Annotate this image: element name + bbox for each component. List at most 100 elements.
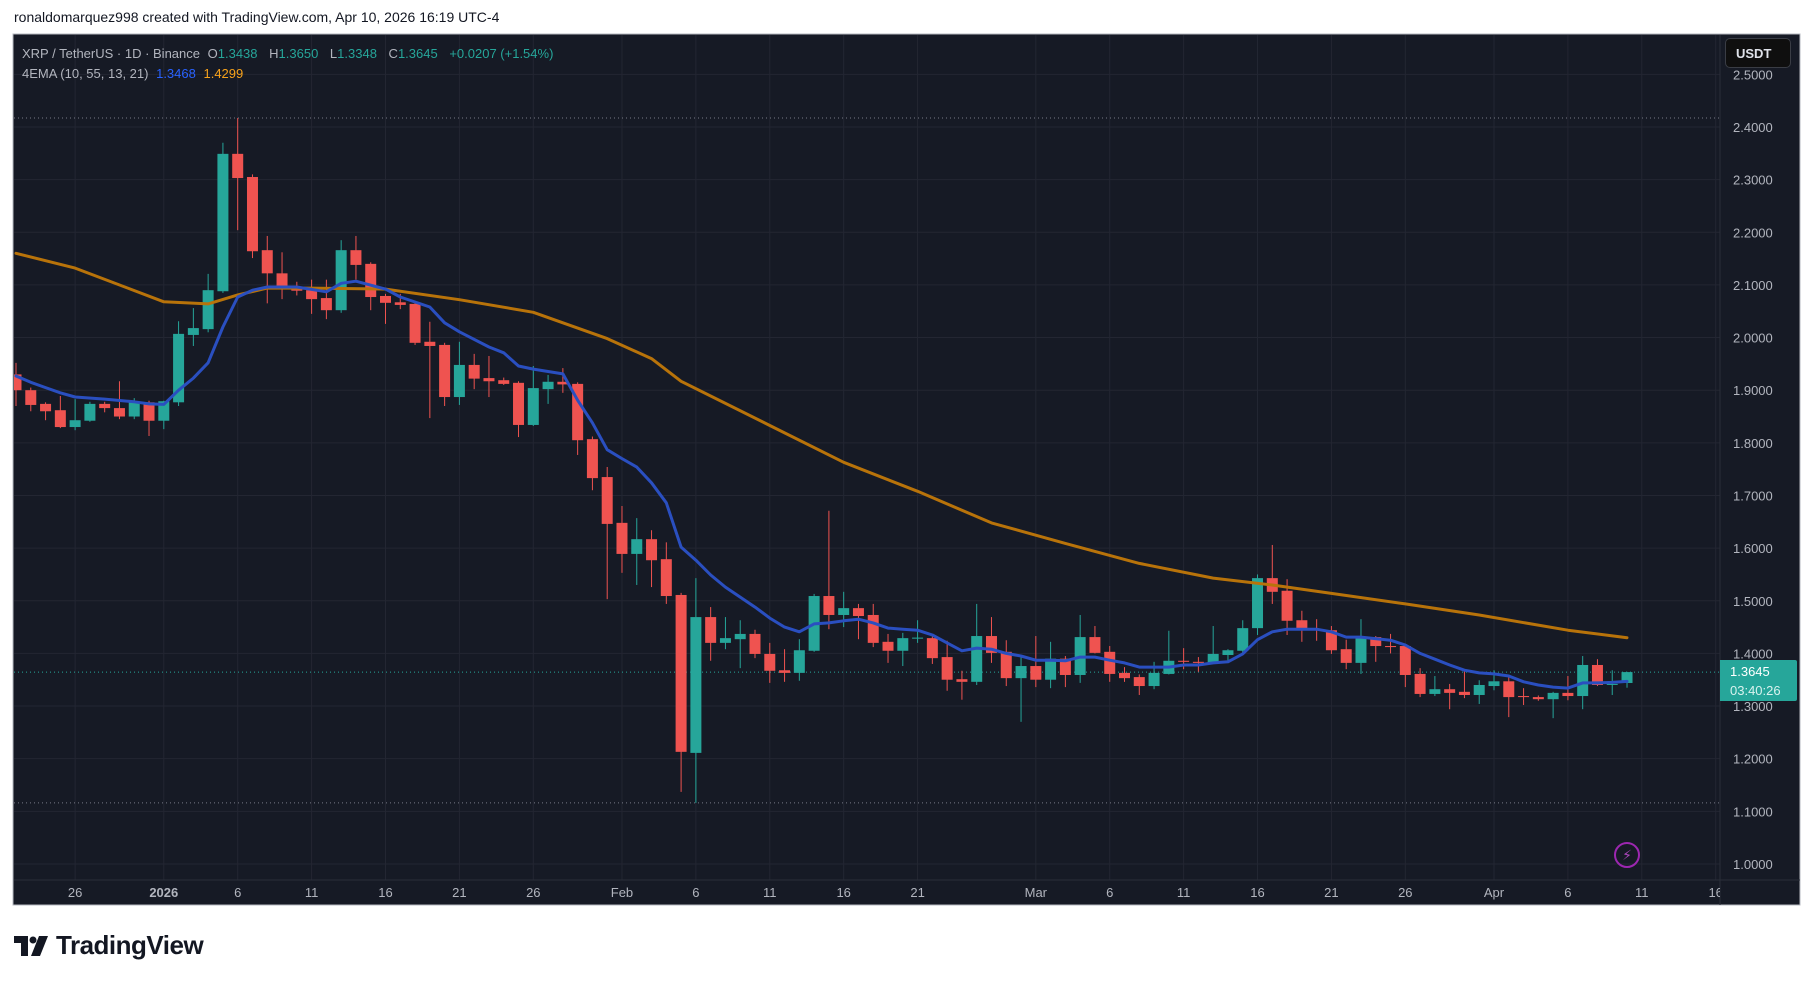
candle xyxy=(660,542,672,604)
time-tick-label: 2026 xyxy=(149,885,178,900)
candle xyxy=(882,633,894,663)
candle xyxy=(616,506,628,573)
price-tick-label: 1.2000 xyxy=(1733,752,1773,767)
candle-body xyxy=(128,402,140,417)
candle xyxy=(646,530,658,588)
price-tick-label: 2.4000 xyxy=(1733,120,1773,135)
candle-body xyxy=(572,383,584,441)
candle-body xyxy=(1473,684,1485,695)
candle-body xyxy=(276,273,288,289)
candle xyxy=(779,649,791,682)
candle-body xyxy=(1355,637,1367,663)
candle-body xyxy=(99,403,111,409)
price-tick-label: 1.9000 xyxy=(1733,383,1773,398)
candle-body xyxy=(1429,689,1441,694)
candle-body xyxy=(616,522,628,554)
candle-body xyxy=(1178,660,1190,662)
candle xyxy=(350,235,362,280)
candle xyxy=(1089,626,1101,654)
currency-button[interactable]: USDT xyxy=(1725,38,1791,68)
candle xyxy=(897,632,909,667)
time-tick-label: 11 xyxy=(305,885,319,900)
candle-body xyxy=(941,657,953,680)
time-tick-label: 16 xyxy=(1250,885,1264,900)
candle-body xyxy=(557,381,569,385)
symbol-title[interactable]: XRP / TetherUS · 1D · Binance xyxy=(22,46,200,61)
candle xyxy=(956,670,968,700)
lightning-icon[interactable]: ⚡ xyxy=(1614,842,1640,868)
candle-body xyxy=(646,539,658,561)
candle xyxy=(1237,620,1249,654)
candle xyxy=(483,355,495,398)
candle-body xyxy=(513,382,525,425)
candle-body xyxy=(1119,672,1130,679)
candle xyxy=(335,240,347,313)
candle-body xyxy=(1444,689,1456,693)
candle-body xyxy=(498,380,510,384)
candle-body xyxy=(320,298,332,311)
candle-body xyxy=(365,263,377,298)
candle-body xyxy=(631,539,643,554)
candle xyxy=(14,362,22,406)
candle xyxy=(764,642,776,683)
candle-body xyxy=(232,153,244,179)
candle xyxy=(261,235,273,304)
ema-fast-line xyxy=(14,279,1629,690)
price-tick-label: 1.5000 xyxy=(1733,594,1773,609)
candle-body xyxy=(40,403,52,412)
candle xyxy=(498,377,510,385)
candle-body xyxy=(675,594,687,752)
price-tick-label: 2.0000 xyxy=(1733,331,1773,346)
close-value: 1.3645 xyxy=(397,46,438,61)
change-value: +0.0207 (+1.54%) xyxy=(449,46,554,61)
ohlc-row: XRP / TetherUS · 1D · Binance O1.3438 H1… xyxy=(22,44,557,64)
candle-body xyxy=(1133,677,1145,687)
low-label: L xyxy=(329,46,338,61)
candle-body xyxy=(719,638,731,643)
candle-body xyxy=(173,333,185,403)
candle-body xyxy=(25,390,37,405)
indicator-title[interactable]: 4EMA (10, 55, 13, 21) xyxy=(22,66,149,81)
candle-body xyxy=(246,177,258,252)
close-label: C xyxy=(388,46,398,61)
candle-body xyxy=(926,638,938,659)
time-tick-label: 21 xyxy=(452,885,466,900)
price-tick-label: 1.0000 xyxy=(1733,857,1773,872)
price-tick-label: 2.5000 xyxy=(1733,67,1773,82)
time-axis[interactable]: 26 2026 6 11 16 21 26 Feb 6 11 16 21 Mar 6 11 16 21 26 Apr… xyxy=(68,885,1723,900)
candle-body xyxy=(1059,658,1071,675)
ema-fast-value: 1.3468 xyxy=(156,66,196,81)
candle xyxy=(749,629,761,659)
low-value: 1.3348 xyxy=(337,46,377,61)
candle-body xyxy=(586,439,598,479)
candle-body xyxy=(897,638,909,651)
last-price-label: 1.3645 03:40:26 xyxy=(1720,660,1797,701)
candle xyxy=(1340,639,1352,670)
candle xyxy=(409,302,421,345)
time-tick-label: Feb xyxy=(611,885,633,900)
candle xyxy=(187,308,199,346)
candle xyxy=(690,578,702,803)
candle xyxy=(1399,644,1411,688)
chart-legend: XRP / TetherUS · 1D · Binance O1.3438 H1… xyxy=(22,44,557,84)
candle-body xyxy=(764,653,776,671)
candle xyxy=(1119,667,1130,682)
candle-body xyxy=(1532,697,1544,700)
candle-body xyxy=(54,410,66,428)
candle xyxy=(1015,656,1027,722)
candle xyxy=(306,279,318,314)
candle xyxy=(54,395,66,429)
time-tick-label: 21 xyxy=(1324,885,1338,900)
candle-body xyxy=(1252,578,1264,629)
candle-body xyxy=(705,617,717,643)
price-axis[interactable]: 2.5000 2.4000 2.3000 2.2000 2.1000 2.0000 1.90… xyxy=(1733,67,1773,872)
candle-body xyxy=(793,650,805,673)
candle-body xyxy=(1030,666,1042,680)
candle xyxy=(971,603,983,685)
price-tick-label: 2.3000 xyxy=(1733,173,1773,188)
tradingview-logo[interactable]: TradingView xyxy=(14,930,204,961)
candle xyxy=(542,374,554,404)
candle-body xyxy=(912,637,924,639)
candle xyxy=(1547,691,1559,719)
